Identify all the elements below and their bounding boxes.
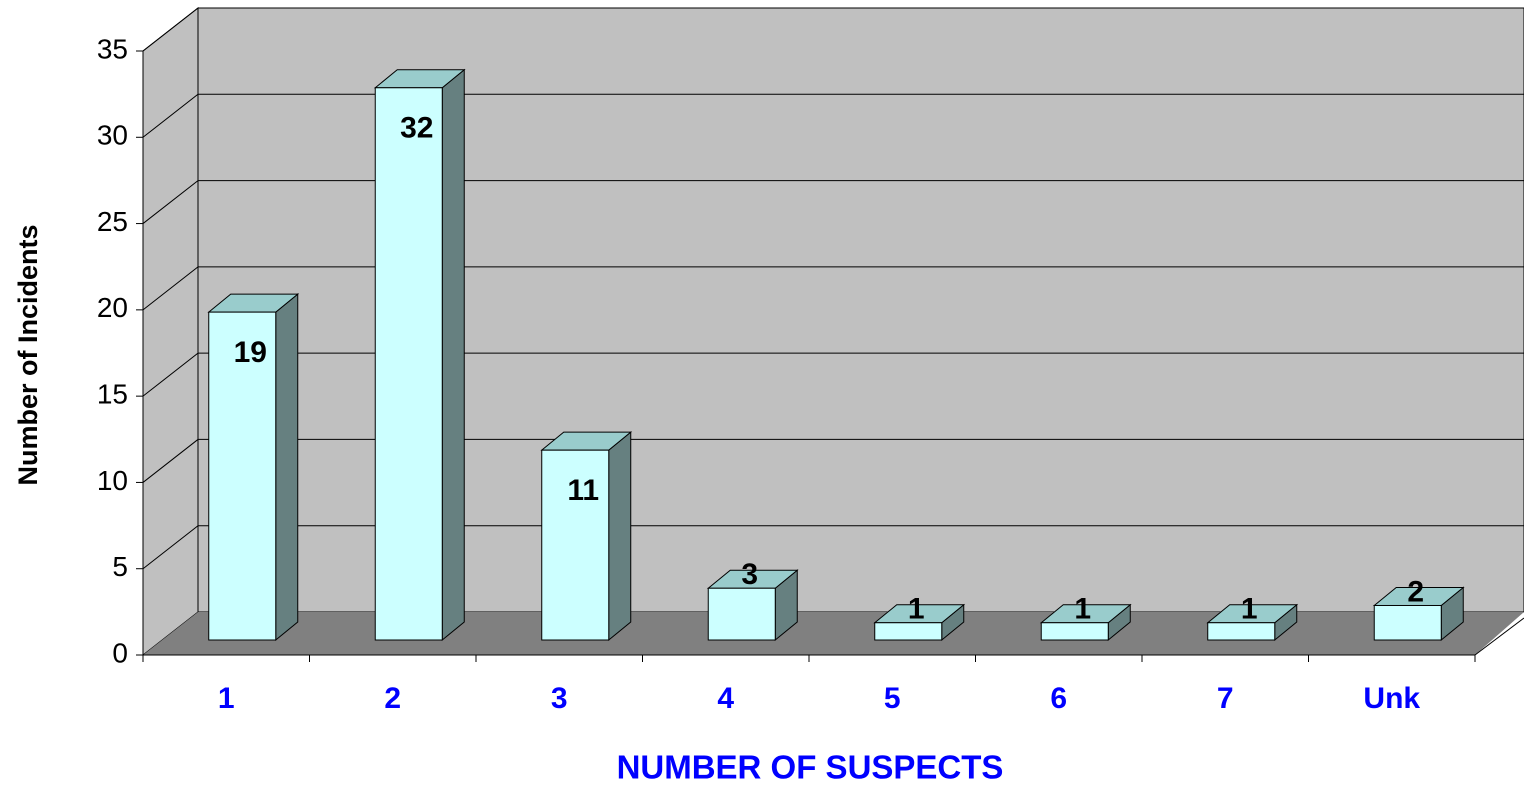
data-label: 19 xyxy=(234,336,267,369)
bar-front xyxy=(707,587,776,641)
x-tick-label: 3 xyxy=(551,682,568,715)
x-tick-label: 6 xyxy=(1050,682,1067,715)
bar: 11 xyxy=(540,431,633,642)
grid-line xyxy=(142,352,1524,397)
bar: 1 xyxy=(1206,593,1299,642)
bar-front xyxy=(208,311,277,641)
bar-side xyxy=(275,293,299,642)
bar: 1 xyxy=(1039,593,1132,642)
x-tick-label: 1 xyxy=(218,682,235,715)
data-label: 1 xyxy=(1074,593,1091,626)
y-tick-label: 35 xyxy=(97,33,128,64)
x-tick-label: 4 xyxy=(717,682,734,715)
data-label: 1 xyxy=(1241,593,1258,626)
data-label: 2 xyxy=(1407,575,1424,608)
y-tick-label: 10 xyxy=(97,465,128,496)
y-axis-title: Number of Incidents xyxy=(13,224,43,485)
y-tick-label: 5 xyxy=(112,551,128,582)
bar: 32 xyxy=(373,68,466,642)
grid-line xyxy=(142,438,1524,483)
y-tick-label: 25 xyxy=(97,206,128,237)
grid xyxy=(142,7,1524,570)
floor-edge xyxy=(1474,617,1524,656)
bar-side xyxy=(608,431,632,642)
bar-front xyxy=(874,622,943,641)
bar: 19 xyxy=(207,293,300,642)
bar-front xyxy=(1207,622,1276,641)
y-tick-label: 15 xyxy=(97,379,128,410)
data-label: 11 xyxy=(567,474,599,507)
side-wall xyxy=(142,6,199,657)
x-tick-label: 5 xyxy=(884,682,901,715)
x-tick-label: Unk xyxy=(1363,682,1420,715)
y-tick-label: 20 xyxy=(97,292,128,323)
y-tick-label: 0 xyxy=(112,637,128,668)
x-tick-label: 7 xyxy=(1217,682,1234,715)
bar-front xyxy=(374,87,443,641)
y-tick-label: 30 xyxy=(97,120,128,151)
data-label: 32 xyxy=(400,112,433,145)
data-label: 1 xyxy=(908,593,925,626)
data-label: 3 xyxy=(741,558,758,591)
bar: 3 xyxy=(706,558,799,642)
bar: 2 xyxy=(1372,575,1465,642)
bar-front xyxy=(1040,622,1109,641)
grid-line xyxy=(142,93,1524,138)
x-tick-label: 2 xyxy=(384,682,401,715)
x-axis-title: NUMBER OF SUSPECTS xyxy=(617,749,1004,786)
grid-line xyxy=(142,266,1524,311)
grid-line xyxy=(142,7,1524,52)
grid-line xyxy=(142,525,1524,570)
bar-front xyxy=(541,449,610,641)
bar-front xyxy=(1373,604,1442,641)
grid-line xyxy=(142,180,1524,224)
floor xyxy=(143,612,1524,655)
bar-side xyxy=(441,68,465,642)
bar: 1 xyxy=(873,593,966,642)
